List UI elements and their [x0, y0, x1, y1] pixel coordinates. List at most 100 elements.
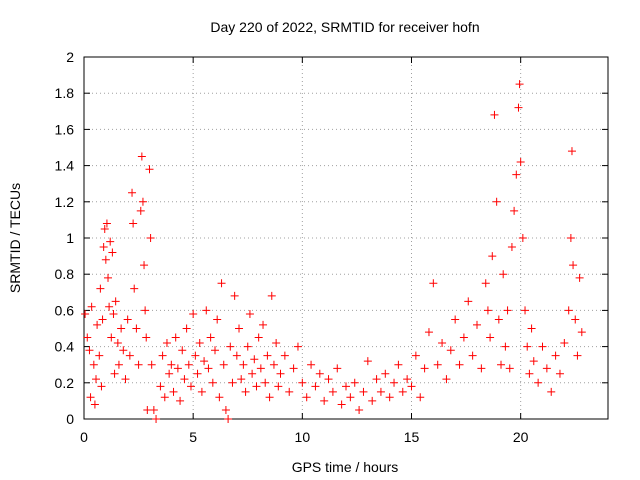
data-point	[398, 387, 407, 396]
data-point	[111, 297, 120, 306]
data-point	[228, 378, 237, 387]
data-point	[191, 351, 200, 360]
data-point	[152, 415, 161, 423]
data-point	[97, 382, 106, 391]
data-point	[108, 248, 117, 257]
data-point	[355, 405, 364, 414]
x-tick-label: 10	[295, 429, 311, 445]
y-tick-label: 1.8	[55, 85, 75, 101]
data-point	[569, 261, 578, 270]
data-point	[241, 387, 250, 396]
data-point	[420, 364, 429, 373]
y-tick-label: 2	[66, 49, 74, 65]
data-point	[315, 369, 324, 378]
data-point	[527, 324, 536, 333]
x-tick-label: 0	[80, 429, 88, 445]
data-point	[114, 360, 123, 369]
data-point	[350, 378, 359, 387]
data-point	[407, 382, 416, 391]
data-point	[137, 152, 146, 161]
data-point	[96, 284, 105, 293]
data-point	[510, 206, 519, 215]
data-point	[193, 369, 202, 378]
data-point	[477, 364, 486, 373]
data-point	[146, 234, 155, 242]
data-point	[488, 252, 497, 261]
data-point	[195, 338, 204, 347]
data-point	[497, 360, 506, 369]
data-point	[138, 197, 147, 206]
data-point	[459, 333, 468, 342]
data-point	[160, 393, 169, 402]
data-point	[416, 393, 425, 402]
data-point	[376, 387, 385, 396]
y-tick-label: 0	[66, 411, 74, 427]
chart-title: Day 220 of 2022, SRMTID for receiver hof…	[210, 19, 479, 35]
data-point	[573, 351, 582, 360]
y-tick-label: 1.4	[55, 158, 75, 174]
data-point	[182, 324, 191, 333]
data-point	[197, 387, 206, 396]
data-point	[211, 346, 219, 355]
data-point	[219, 360, 228, 369]
data-point	[119, 346, 128, 355]
data-point	[107, 333, 116, 342]
data-point	[106, 237, 115, 246]
data-point	[204, 364, 213, 373]
data-point	[89, 360, 98, 369]
x-axis: 0 5 10 15 20	[80, 57, 529, 445]
y-tick-label: 1.2	[55, 194, 75, 210]
data-point	[123, 315, 132, 324]
data-point	[311, 382, 320, 391]
data-point	[245, 310, 254, 319]
data-point	[424, 328, 433, 337]
data-point	[256, 364, 265, 373]
data-point	[145, 165, 154, 174]
data-point	[473, 320, 481, 329]
data-point	[104, 273, 113, 282]
data-point	[132, 324, 141, 333]
data-point	[560, 338, 569, 347]
data-point	[571, 315, 580, 324]
data-point	[100, 224, 109, 233]
data-point	[390, 378, 399, 387]
data-point	[208, 378, 217, 387]
data-point	[171, 333, 180, 342]
data-point	[468, 351, 477, 360]
data-point	[117, 324, 126, 333]
data-point	[102, 219, 111, 228]
data-point	[200, 357, 209, 366]
data-point	[221, 405, 230, 414]
data-point	[130, 284, 139, 293]
data-point	[237, 375, 246, 384]
data-point	[248, 369, 257, 378]
data-point	[492, 197, 501, 206]
x-tick-label: 15	[404, 429, 420, 445]
data-point	[254, 333, 263, 342]
data-point	[363, 357, 372, 366]
data-point	[542, 364, 551, 373]
data-point	[136, 206, 145, 215]
data-point	[566, 234, 575, 242]
data-point	[575, 273, 584, 282]
data-point	[481, 279, 490, 288]
data-point	[134, 360, 143, 369]
data-point	[521, 306, 530, 315]
data-point	[555, 369, 564, 378]
data-point	[95, 351, 104, 360]
x-tick-label: 20	[513, 429, 529, 445]
data-point	[206, 333, 215, 342]
data-point	[149, 405, 158, 414]
data-point	[451, 315, 460, 324]
data-point	[243, 342, 252, 351]
data-point	[239, 360, 248, 369]
data-point	[261, 378, 270, 387]
data-point	[372, 375, 381, 384]
data-point	[486, 333, 495, 342]
data-point	[156, 382, 165, 391]
data-point	[162, 338, 171, 347]
data-point	[158, 351, 167, 360]
data-point	[342, 382, 350, 391]
data-point	[464, 297, 473, 306]
